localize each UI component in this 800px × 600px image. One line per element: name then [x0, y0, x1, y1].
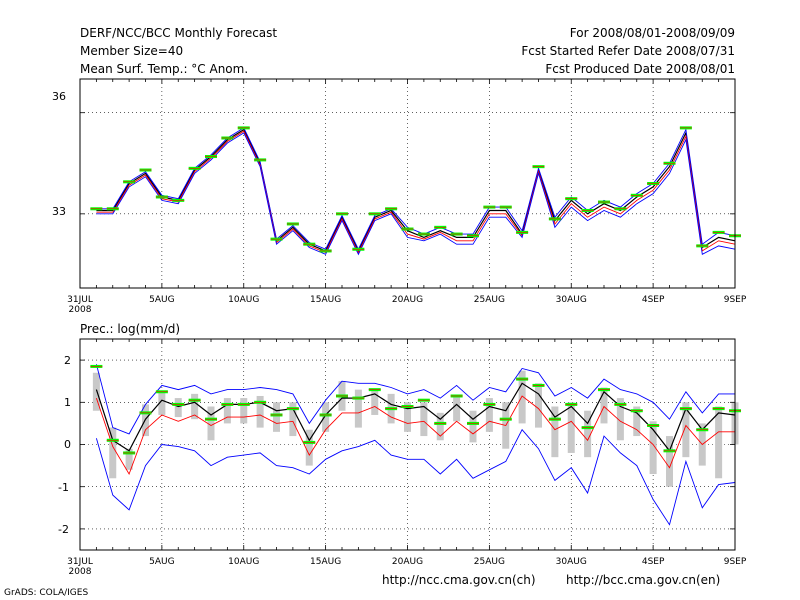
precip-variable-label: Prec.: log(mm/d): [80, 322, 181, 336]
temp-series-ensemble-mean: [96, 128, 736, 253]
prec-spread-box: [174, 398, 182, 418]
temp-x-tick-label: 9SEP: [724, 295, 747, 305]
prec-spread-box: [371, 389, 379, 415]
temp-x-tick-label: 20AUG: [392, 295, 423, 305]
prec-spread-box: [354, 389, 362, 428]
prec-spread-box: [485, 398, 493, 432]
temp-x-tick-label: 4SEP: [642, 295, 665, 305]
prec-spread-box: [240, 398, 248, 424]
temp-series-lowest: [96, 132, 736, 256]
temp-series-lower: [96, 130, 736, 254]
temp-series-upper: [96, 127, 736, 251]
prec-x-tick-label: 25AUG: [474, 557, 505, 567]
temperature-panel: 31JUL 5AUG 10AUG 15AUG 20AUG 25AUG 30AUG 4SEP 9S…: [67, 78, 747, 315]
prec-spread-box: [633, 406, 641, 437]
prec-spread-box: [289, 402, 297, 437]
prec-x-tick-label: 30AUG: [556, 557, 587, 567]
prec-spread-box: [322, 402, 330, 432]
prec-spread-box: [616, 398, 624, 441]
ncc-url-link[interactable]: http://ncc.cma.gov.cn(ch): [382, 573, 536, 587]
forecast-period: For 2008/08/01-2008/09/09: [569, 26, 735, 40]
variable-label: Mean Surf. Temp.: °C Anom.: [80, 62, 249, 76]
prec-series-lowest: [95, 428, 736, 526]
prec-spread-box: [125, 448, 133, 470]
prec-x-tick-label: 10AUG: [228, 557, 259, 567]
prec-x-year-label: 2008: [69, 567, 92, 577]
prec-y-label-neg2: -2: [58, 523, 69, 536]
prec-series-ensemble-mean: [95, 382, 736, 453]
prec-x-tick-label: 15AUG: [310, 557, 341, 567]
prec-spread-box: [92, 372, 100, 411]
prec-spread-box: [109, 427, 117, 479]
prec-x-tick-label: 5AUG: [149, 557, 174, 567]
grads-credit: GrADS: COLA/IGES: [4, 588, 89, 598]
prec-spread-box: [453, 395, 461, 422]
prec-spread-box: [469, 410, 477, 443]
prec-spread-box: [682, 402, 690, 458]
prec-y-label-1: 1: [64, 396, 71, 409]
prec-spread-box: [535, 383, 542, 428]
forecast-start-date: Fcst Started Refer Date 2008/07/31: [521, 44, 735, 58]
prec-x-tick-label: 31JUL: [67, 557, 93, 567]
prec-x-tick-label: 4SEP: [642, 557, 665, 567]
member-size-label: Member Size=40: [80, 44, 184, 58]
prec-spread-box: [567, 402, 575, 453]
prec-y-label-0: 0: [64, 438, 71, 451]
temp-x-tick-label: 15AUG: [310, 295, 341, 305]
prec-series-upper: [95, 364, 735, 435]
prec-spread-box: [223, 398, 231, 424]
prec-spread-box: [649, 421, 657, 475]
forecast-produced-date: Fcst Produced Date 2008/08/01: [545, 62, 735, 76]
prec-spread-box: [273, 402, 280, 432]
prec-spread-box: [600, 387, 608, 424]
prec-spread-box: [404, 402, 411, 432]
precipitation-panel: 31JUL 5AUG 10AUG 15AUG 20AUG 25AUG 30AUG 4SEP 9S…: [67, 338, 747, 577]
prec-spread-box: [256, 395, 264, 428]
temp-y-label-36: 36: [52, 90, 66, 103]
prec-spread-box: [584, 410, 592, 458]
prec-spread-box: [158, 391, 166, 415]
prec-x-tick-label: 20AUG: [392, 557, 423, 567]
prec-spread-box: [715, 406, 723, 479]
prec-x-tick-label: 9SEP: [724, 557, 747, 567]
prec-spread-box: [207, 406, 215, 441]
prec-spread-box: [551, 406, 559, 458]
temp-x-year-label: 2008: [69, 305, 92, 315]
temp-x-tick-label: 10AUG: [228, 295, 259, 305]
prec-spread-box: [666, 436, 673, 487]
temp-x-tick-label: 25AUG: [474, 295, 505, 305]
chart-title: DERF/NCC/BCC Monthly Forecast: [80, 26, 278, 40]
prec-spread-box: [436, 412, 444, 441]
prec-spread-box: [191, 393, 199, 420]
temp-x-tick-label: 5AUG: [149, 295, 174, 305]
temp-y-label-33: 33: [52, 205, 66, 218]
prec-series-lower: [95, 395, 735, 476]
bcc-url-link[interactable]: http://bcc.cma.gov.cn(en): [566, 573, 721, 587]
prec-spread-box: [518, 370, 526, 424]
prec-spread-box: [420, 402, 428, 437]
prec-y-label-neg1: -1: [58, 481, 69, 494]
prec-spread-box: [305, 429, 313, 466]
temp-x-tick-label: 31JUL: [67, 295, 93, 305]
temp-x-tick-label: 30AUG: [556, 295, 587, 305]
prec-y-label-2: 2: [64, 354, 71, 367]
